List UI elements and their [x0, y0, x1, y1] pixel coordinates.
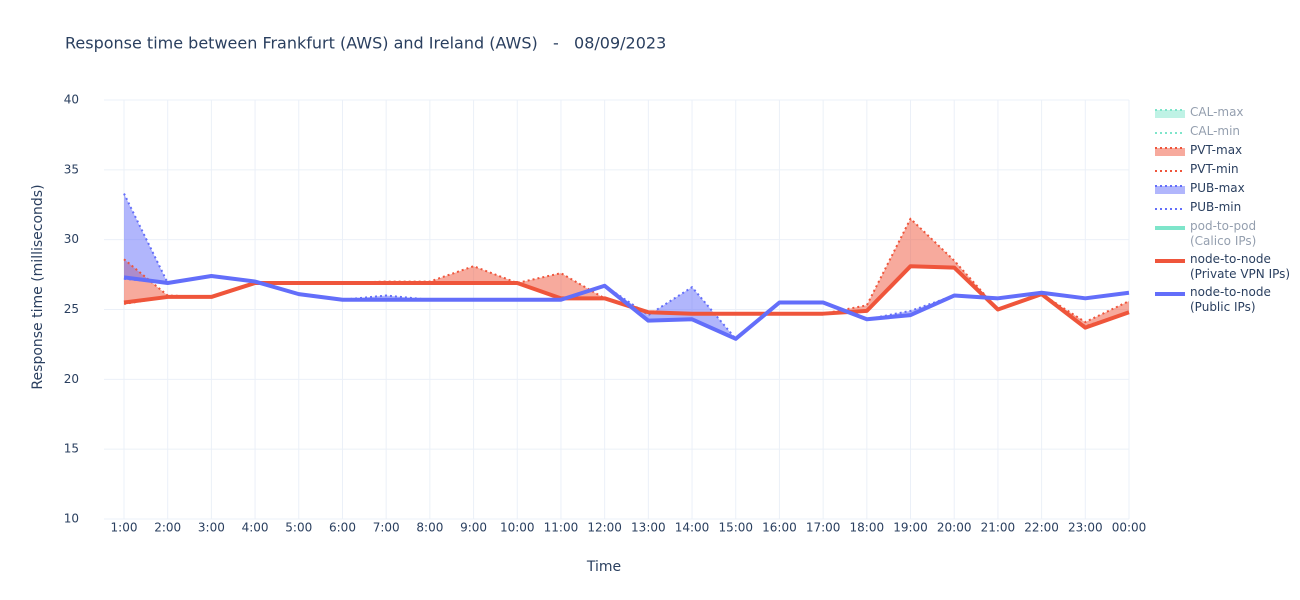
legend-item[interactable]: node-to-node (Private VPN IPs)	[1153, 252, 1290, 282]
x-tick-label: 20:00	[937, 521, 972, 535]
x-tick-label: 13:00	[631, 521, 666, 535]
legend-item[interactable]: node-to-node (Public IPs)	[1153, 285, 1290, 315]
legend-label: PVT-min	[1190, 162, 1239, 176]
legend-swatch	[1155, 170, 1185, 172]
x-tick-label: 21:00	[981, 521, 1016, 535]
series-line	[123, 273, 1130, 341]
x-tick-label: 00:00	[1112, 521, 1147, 535]
legend: CAL-max CAL-min PVT-max PVT-min PUB-max PUB-m…	[1153, 105, 1290, 318]
x-tick-label: 8:00	[416, 521, 443, 535]
chart-title: Response time between Frankfurt (AWS) an…	[65, 34, 666, 53]
x-tick-label: 18:00	[850, 521, 885, 535]
x-tick-label: 15:00	[718, 521, 753, 535]
x-tick-label: 4:00	[242, 521, 269, 535]
x-tick-label: 12:00	[587, 521, 622, 535]
legend-label: pod-to-pod (Calico IPs)	[1190, 219, 1257, 248]
legend-swatch	[1155, 208, 1185, 210]
x-tick-label: 16:00	[762, 521, 797, 535]
legend-item[interactable]: PVT-max	[1153, 143, 1290, 159]
x-tick-label: 9:00	[460, 521, 487, 535]
x-tick-label: 7:00	[373, 521, 400, 535]
legend-swatch	[1155, 226, 1185, 230]
legend-swatch	[1155, 185, 1185, 194]
range-band	[124, 218, 1129, 327]
x-tick-label: 17:00	[806, 521, 841, 535]
y-tick-label: 30	[64, 232, 79, 246]
grid: 10 15 20 25 30 35 40 1:00 2:00 3:00 4:00 5:00 6:00 7:…	[64, 93, 1147, 535]
y-tick-label: 20	[64, 372, 79, 386]
x-tick-label: 3:00	[198, 521, 225, 535]
x-tick-label: 6:00	[329, 521, 356, 535]
range-band	[124, 193, 1129, 339]
x-axis-title: Time	[586, 559, 621, 575]
y-tick-label: 10	[64, 512, 79, 526]
legend-fill	[1155, 148, 1185, 156]
y-tick-label: 40	[64, 93, 79, 107]
legend-fill	[1155, 110, 1185, 118]
y-axis-title: Response time (milliseconds)	[30, 184, 46, 389]
x-tick-label: 5:00	[285, 521, 312, 535]
legend-label: node-to-node (Public IPs)	[1190, 285, 1271, 314]
legend-label: PVT-max	[1190, 143, 1243, 157]
legend-swatch	[1155, 292, 1185, 296]
legend-swatch	[1155, 109, 1185, 118]
legend-item[interactable]: PUB-max	[1153, 181, 1290, 197]
y-tick-label: 25	[64, 302, 79, 316]
legend-fill	[1155, 186, 1185, 194]
legend-label: PUB-min	[1190, 200, 1242, 214]
x-tick-label: 10:00	[500, 521, 535, 535]
legend-label: PUB-max	[1190, 181, 1245, 195]
legend-item[interactable]: PUB-min	[1153, 200, 1290, 216]
plot-area	[123, 193, 1130, 341]
series-line	[123, 193, 1130, 340]
x-tick-label: 23:00	[1068, 521, 1103, 535]
legend-label: node-to-node (Private VPN IPs)	[1190, 252, 1291, 281]
x-tick-label: 1:00	[111, 521, 138, 535]
x-tick-label: 22:00	[1024, 521, 1059, 535]
legend-item[interactable]: PVT-min	[1153, 162, 1290, 178]
legend-item[interactable]: pod-to-pod (Calico IPs)	[1153, 219, 1290, 249]
x-tick-label: 19:00	[893, 521, 928, 535]
legend-swatch	[1155, 259, 1185, 263]
legend-swatch	[1155, 147, 1185, 156]
x-tick-label: 2:00	[154, 521, 181, 535]
x-tick-label: 11:00	[544, 521, 579, 535]
legend-item[interactable]: CAL-max	[1153, 105, 1290, 121]
x-tick-label: 14:00	[675, 521, 710, 535]
legend-label: CAL-max	[1190, 105, 1244, 119]
y-tick-label: 15	[64, 442, 79, 456]
legend-item[interactable]: CAL-min	[1153, 124, 1290, 140]
legend-label: CAL-min	[1190, 124, 1241, 138]
legend-swatch	[1155, 132, 1185, 134]
y-tick-label: 35	[64, 162, 79, 176]
